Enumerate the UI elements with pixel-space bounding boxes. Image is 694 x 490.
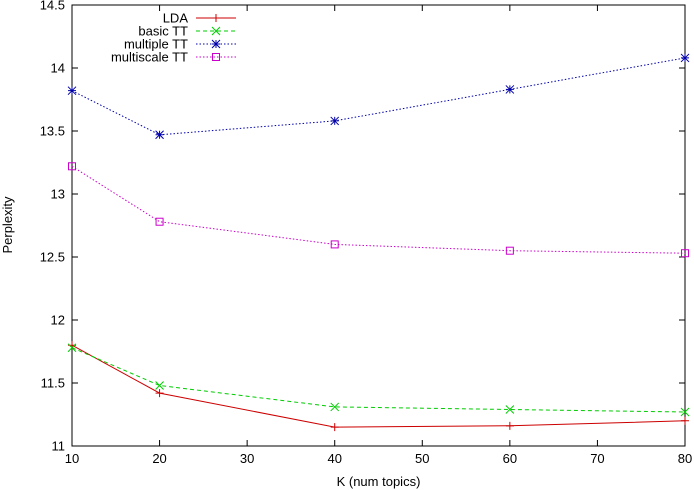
marker-star [330, 116, 340, 126]
plot-frame [71, 4, 686, 447]
x-tick-label: 60 [503, 451, 517, 466]
marker-plus [505, 421, 514, 430]
legend-label: multiple TT [124, 37, 188, 52]
marker-square [330, 240, 339, 249]
y-tick-label: 14.5 [40, 0, 65, 13]
series-basic-tt [67, 343, 690, 417]
legend-label: multiscale TT [111, 50, 188, 65]
marker-square [681, 249, 689, 258]
series-lda [68, 341, 689, 432]
marker-star [505, 85, 515, 94]
y-axis-title: Perplexity [0, 196, 15, 254]
marker-star [155, 130, 164, 140]
y-tick-label: 13 [51, 187, 65, 202]
marker-cross [211, 26, 221, 36]
y-tick-label: 11.5 [41, 376, 65, 391]
y-tick-label: 14 [51, 61, 65, 76]
x-tick-label: 80 [678, 451, 692, 466]
series-multiscale-tt [68, 162, 689, 258]
x-tick-label: 10 [65, 451, 79, 466]
series-line-multiscale-tt [71, 165, 686, 254]
marker-square [505, 246, 514, 255]
legend-item-basic-tt: basic TT [138, 24, 236, 39]
y-tick-label: 12.5 [40, 250, 65, 265]
x-tick-label: 70 [590, 451, 604, 466]
marker-cross [330, 402, 340, 412]
legend-item-multiscale-tt: multiscale TT [111, 50, 236, 65]
legend-item-multiple-tt: multiple TT [124, 37, 236, 52]
marker-plus [212, 14, 220, 22]
marker-star [211, 39, 221, 49]
legend-item-lda: LDA [163, 11, 236, 26]
x-tick-label: 20 [152, 451, 166, 466]
series-multiple-tt [67, 53, 690, 140]
marker-star [680, 53, 690, 63]
y-tick-label: 11 [52, 439, 66, 454]
y-tick-label: 12 [51, 313, 65, 328]
marker-plus [155, 389, 164, 398]
axis-ticks: 10 20 30 40 50 60 70 80 11 11.5 12 12.5 13 13.5 14 14.5 [40, 0, 693, 466]
marker-star [67, 86, 77, 96]
x-tick-label: 30 [240, 451, 254, 466]
marker-square [155, 217, 164, 226]
marker-cross [155, 381, 164, 390]
marker-plus [681, 416, 689, 425]
x-tick-label: 40 [327, 451, 341, 466]
series-line-basic-tt [71, 347, 686, 413]
series-line-multiple-tt [71, 57, 686, 136]
marker-square [212, 53, 220, 61]
marker-cross [67, 343, 77, 353]
series-layer [67, 53, 690, 432]
x-tick-label: 50 [415, 451, 429, 466]
legend-label: LDA [163, 11, 189, 26]
marker-square [68, 162, 76, 171]
marker-plus [330, 423, 339, 432]
y-tick-label: 13.5 [40, 124, 65, 139]
marker-cross [505, 405, 515, 414]
x-axis-title: K (num topics) [337, 474, 421, 489]
legend-label: basic TT [138, 24, 188, 39]
marker-cross [680, 407, 690, 417]
